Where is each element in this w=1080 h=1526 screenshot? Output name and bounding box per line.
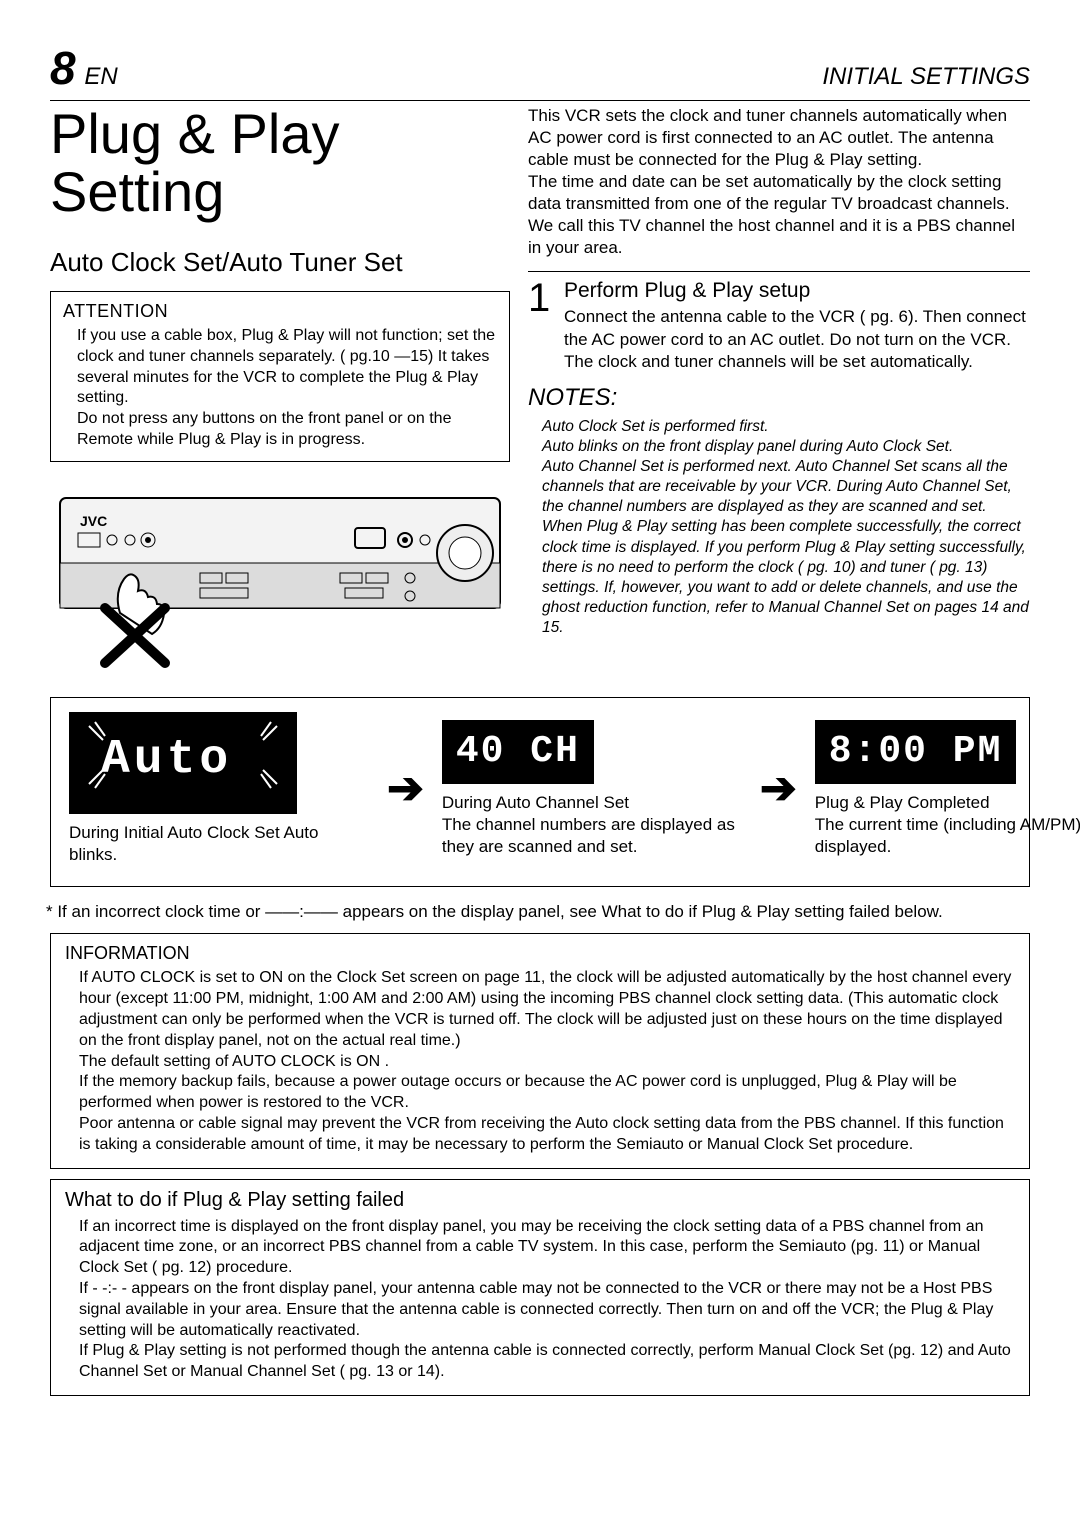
page-subtitle: Auto Clock Set/Auto Tuner Set <box>50 246 510 279</box>
lcd-channel: 40 CH <box>442 720 594 784</box>
display-row: Auto During Initial Auto Clock Set Auto … <box>69 712 1011 866</box>
page-header: 8 EN INITIAL SETTINGS <box>50 40 1030 101</box>
information-title: INFORMATION <box>65 942 1015 965</box>
section-label: INITIAL SETTINGS <box>822 62 1030 92</box>
attention-body: If you use a cable box, Plug & Play will… <box>63 326 497 451</box>
vcr-illustration: JVC <box>50 478 510 673</box>
step-1: 1 Perform Plug & Play setup Connect the … <box>528 271 1030 373</box>
attention-box: ATTENTION If you use a cable box, Plug &… <box>50 291 510 462</box>
arrow-icon: ➔ <box>760 761 797 816</box>
svg-text:Auto: Auto <box>101 733 232 787</box>
step-number: 1 <box>528 278 554 318</box>
right-column: This VCR sets the clock and tuner channe… <box>528 105 1030 674</box>
failure-title: What to do if Plug & Play setting failed <box>65 1188 1015 1213</box>
step-body: Perform Plug & Play setup Connect the an… <box>564 278 1030 373</box>
channel-caption: During Auto Channel SetThe channel numbe… <box>442 792 742 858</box>
failure-body: If an incorrect time is displayed on the… <box>65 1217 1015 1383</box>
footnote: * If an incorrect clock time or ——:—— ap… <box>50 901 1030 923</box>
page-lang: EN <box>84 63 117 90</box>
time-caption: Plug & Play CompletedThe current time (i… <box>815 792 1080 858</box>
auto-caption: During Initial Auto Clock Set Auto blink… <box>69 822 369 866</box>
content-columns: Plug & Play Setting Auto Clock Set/Auto … <box>50 105 1030 674</box>
arrow-icon: ➔ <box>387 761 424 816</box>
notes-body: Auto Clock Set is performed first. Auto … <box>528 417 1030 639</box>
information-box: INFORMATION If AUTO CLOCK is set to ON o… <box>50 933 1030 1169</box>
intro-text: This VCR sets the clock and tuner channe… <box>528 105 1030 260</box>
page-number: 8 <box>50 42 76 94</box>
page-title: Plug & Play Setting <box>50 105 510 223</box>
lcd-time: 8:00 PM <box>815 720 1017 784</box>
attention-title: ATTENTION <box>63 300 497 323</box>
display-sequence-box: Auto During Initial Auto Clock Set Auto … <box>50 697 1030 887</box>
failure-box: What to do if Plug & Play setting failed… <box>50 1179 1030 1396</box>
lcd-auto: Auto <box>69 712 297 814</box>
step-text: Connect the antenna cable to the VCR ( p… <box>564 306 1030 372</box>
page-number-block: 8 EN <box>50 40 118 98</box>
svg-text:JVC: JVC <box>80 513 107 529</box>
step-title: Perform Plug & Play setup <box>564 278 1030 304</box>
notes-title: NOTES: <box>528 383 1030 413</box>
left-column: Plug & Play Setting Auto Clock Set/Auto … <box>50 105 510 674</box>
display-auto: Auto During Initial Auto Clock Set Auto … <box>69 712 369 866</box>
information-body: If AUTO CLOCK is set to ON on the Clock … <box>65 968 1015 1155</box>
display-time: 8:00 PM Plug & Play CompletedThe current… <box>815 720 1080 858</box>
display-channel: 40 CH During Auto Channel SetThe channel… <box>442 720 742 858</box>
